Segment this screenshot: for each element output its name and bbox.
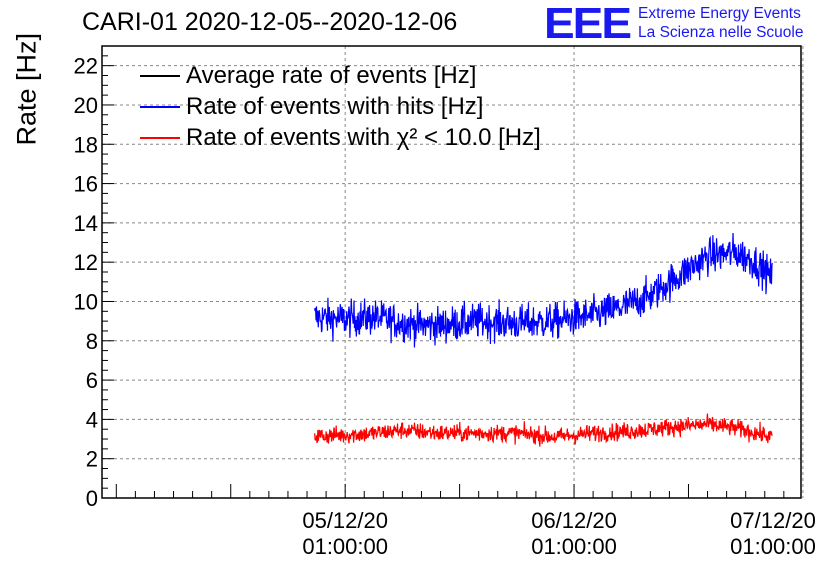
y-tick-label: 0 <box>86 486 98 511</box>
series-line-1 <box>314 233 773 348</box>
x-tick-time: 01:00:00 <box>531 534 617 559</box>
y-tick-label: 8 <box>86 329 98 354</box>
y-tick-label: 10 <box>74 289 98 314</box>
y-tick-label: 6 <box>86 368 98 393</box>
y-tick-label: 20 <box>74 93 98 118</box>
chart-title: CARI-01 2020-12-05--2020-12-06 <box>82 8 458 36</box>
brand-text: Extreme Energy Events La Scienza nelle S… <box>638 2 803 42</box>
y-tick-label: 12 <box>74 250 98 275</box>
series-layer <box>314 233 773 447</box>
x-tick-time: 01:00:00 <box>302 534 388 559</box>
y-tick-label: 18 <box>74 132 98 157</box>
series-line-2 <box>314 413 773 447</box>
x-tick-label: 06/12/20 01:00:00 <box>509 508 639 560</box>
y-tick-label: 14 <box>74 211 98 236</box>
brand-line-1: Extreme Energy Events <box>638 5 801 22</box>
legend-entry-average: Average rate of events [Hz] <box>140 60 541 91</box>
x-tick-date: 07/12/20 <box>730 508 816 533</box>
eee-logo: EEE <box>544 0 632 48</box>
legend-swatch-hits <box>140 105 180 108</box>
grid-lines <box>102 46 804 498</box>
legend-swatch-chi2 <box>140 136 180 139</box>
x-tick-date: 06/12/20 <box>531 508 617 533</box>
y-tick-label: 22 <box>74 54 98 79</box>
x-tick-date: 05/12/20 <box>302 508 388 533</box>
axis-ticks: 0 2 4 6 8 10 12 14 16 18 20 22 <box>74 45 785 511</box>
x-tick-label: 07/12/20 01:00:00 <box>708 508 836 560</box>
legend-entry-chi2: Rate of events with χ² < 10.0 [Hz] <box>140 122 541 153</box>
legend: Average rate of events [Hz] Rate of even… <box>140 60 541 153</box>
y-tick-label: 4 <box>86 407 98 432</box>
legend-entry-hits: Rate of events with hits [Hz] <box>140 91 541 122</box>
legend-swatch-average <box>140 74 180 77</box>
x-tick-label: 05/12/20 01:00:00 <box>280 508 410 560</box>
legend-label-average: Average rate of events [Hz] <box>186 61 477 89</box>
y-axis-label: Rate [Hz] <box>11 32 42 146</box>
y-tick-label: 16 <box>74 172 98 197</box>
legend-label-hits: Rate of events with hits [Hz] <box>186 92 484 120</box>
legend-label-chi2: Rate of events with χ² < 10.0 [Hz] <box>186 123 541 151</box>
y-tick-label: 2 <box>86 447 98 472</box>
x-tick-time: 01:00:00 <box>730 534 816 559</box>
eee-brand: EEE Extreme Energy Events La Scienza nel… <box>544 0 804 48</box>
brand-line-2: La Scienza nelle Scuole <box>638 24 804 41</box>
